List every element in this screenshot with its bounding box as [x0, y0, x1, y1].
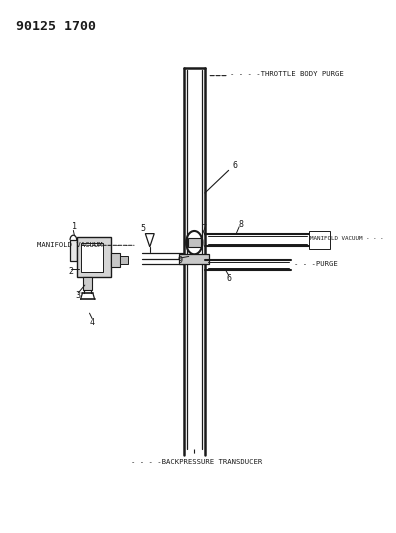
- Bar: [111, 253, 120, 266]
- Bar: [179, 254, 209, 264]
- Text: - - - -THROTTLE BODY PURGE: - - - -THROTTLE BODY PURGE: [230, 71, 344, 77]
- Bar: [120, 256, 128, 264]
- Text: 2: 2: [68, 268, 73, 276]
- Text: 6: 6: [227, 273, 232, 282]
- Text: 1: 1: [72, 222, 77, 231]
- Text: MANIFOLD VACUUM - - -: MANIFOLD VACUUM - - -: [37, 243, 129, 248]
- Text: 8: 8: [238, 220, 243, 229]
- Text: 5: 5: [141, 224, 145, 233]
- Text: - - -PURGE: - - -PURGE: [294, 261, 337, 267]
- Bar: [78, 237, 111, 277]
- Bar: [81, 243, 103, 272]
- Text: - - - -BACKPRESSURE TRANSDUCER: - - - -BACKPRESSURE TRANSDUCER: [131, 459, 262, 465]
- Bar: [188, 238, 201, 247]
- Bar: [83, 277, 92, 290]
- Text: 9: 9: [177, 256, 183, 265]
- Bar: [309, 231, 330, 249]
- Text: 6: 6: [232, 161, 238, 170]
- Bar: [70, 240, 77, 261]
- Text: MANIFOLD VACUUM - - -: MANIFOLD VACUUM - - -: [310, 237, 384, 241]
- Text: 3: 3: [76, 291, 80, 300]
- Text: 4: 4: [89, 318, 95, 327]
- Text: 90125 1700: 90125 1700: [16, 20, 96, 33]
- Text: 7: 7: [201, 224, 206, 233]
